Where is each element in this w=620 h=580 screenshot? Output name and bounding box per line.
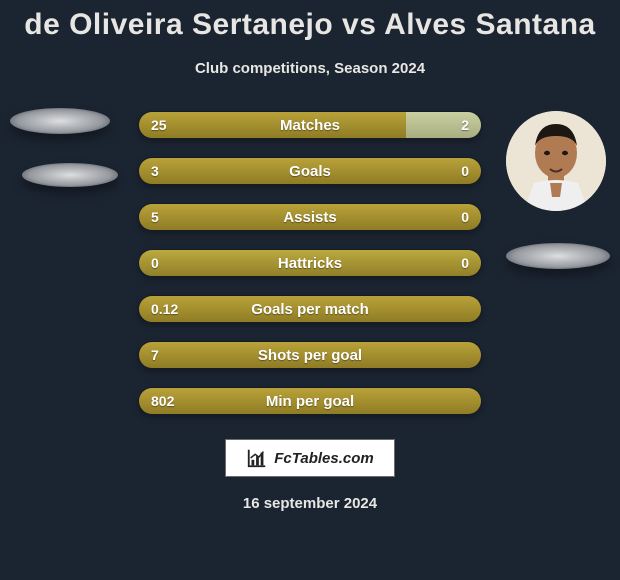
date-stamp: 16 september 2024 — [243, 495, 377, 512]
branding-text: FcTables.com — [274, 450, 373, 467]
comparison-card: de Oliveira Sertanejo vs Alves Santana C… — [0, 0, 620, 580]
avatar-shadow-left-2 — [22, 163, 118, 187]
stat-fill-left — [139, 250, 310, 276]
stat-fill-right — [406, 112, 481, 138]
stat-fill-left — [139, 388, 481, 414]
stat-fill-left — [139, 158, 481, 184]
player-photo-icon — [506, 111, 606, 211]
stat-row: Hattricks00 — [138, 249, 482, 277]
stat-fill-right — [310, 250, 481, 276]
stat-fill-left — [139, 296, 481, 322]
compare-area: Matches252 Goals30 Assists50 Hattricks00 Goa… — [0, 111, 620, 431]
subtitle: Club competitions, Season 2024 — [195, 60, 425, 77]
stat-row: Shots per goal7 — [138, 341, 482, 369]
stat-bars: Matches252 Goals30 Assists50 Hattricks00 Goa… — [138, 111, 482, 415]
stat-row: Assists50 — [138, 203, 482, 231]
stat-fill-left — [139, 112, 406, 138]
avatar-shadow-right — [506, 243, 610, 269]
avatar-shadow-left-1 — [10, 108, 110, 134]
page-title: de Oliveira Sertanejo vs Alves Santana — [24, 8, 595, 42]
stat-row: Goals per match0.12 — [138, 295, 482, 323]
stat-row: Goals30 — [138, 157, 482, 185]
stat-fill-left — [139, 204, 481, 230]
stat-row: Matches252 — [138, 111, 482, 139]
chart-icon — [246, 447, 268, 469]
stat-fill-left — [139, 342, 481, 368]
stat-row: Min per goal802 — [138, 387, 482, 415]
avatar-right — [506, 111, 606, 211]
branding-badge: FcTables.com — [225, 439, 395, 477]
